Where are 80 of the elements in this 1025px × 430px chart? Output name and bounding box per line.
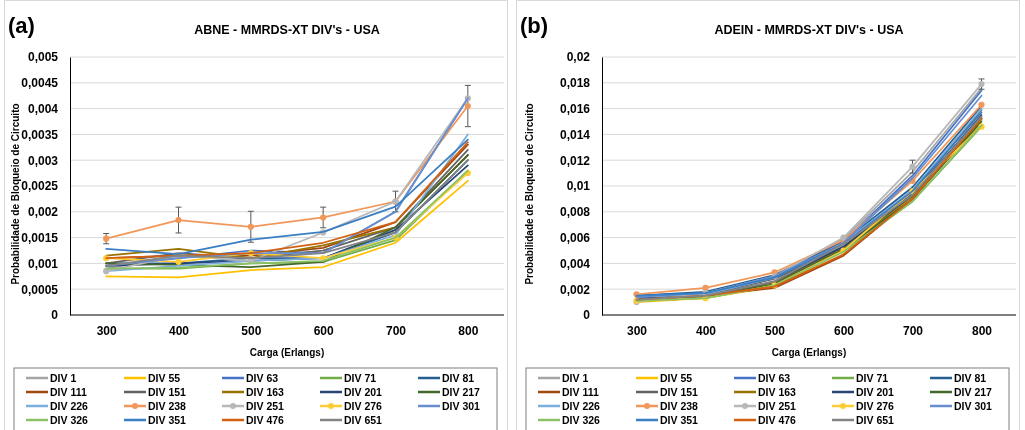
legend-label: DIV 201 [344,386,383,398]
y-tick-label: 0,008 [559,205,591,220]
y-axis-title: Probabilidade de Bloqueio de Circuito [10,103,21,285]
x-tick-label: 500 [764,323,786,338]
legend-label: DIV 226 [50,400,89,412]
y-tick-label: 0,003 [27,153,59,168]
legend-label: DIV 251 [758,400,797,412]
legend-label: DIV 651 [856,414,895,426]
text: (a) [8,13,35,38]
legend-label: DIV 151 [660,386,699,398]
y-axis-title: Probabilidade de Bloqueio de Circuito [524,103,535,285]
legend-label: DIV 276 [344,400,383,412]
legend-label: DIV 63 [758,372,791,384]
y-tick-label: 0 [583,308,591,323]
legend-label: DIV 55 [660,372,693,384]
y-tick-label: 0,0025 [21,179,59,194]
legend-label: DIV 226 [562,400,601,412]
legend-label: DIV 476 [758,414,797,426]
legend-label: DIV 276 [856,400,895,412]
y-tick-label: 0,002 [559,282,591,297]
legend-label: DIV 651 [344,414,383,426]
chart-title: ABNE - MMRDS-XT DIV's - USA [194,23,380,37]
legend-label: DIV 163 [246,386,285,398]
legend-label: DIV 55 [148,372,181,384]
legend-label: DIV 201 [856,386,895,398]
text: (b) [520,13,549,38]
x-tick-label: 400 [168,323,190,338]
legend-label: DIV 351 [660,414,699,426]
y-tick-label: 0,018 [559,76,591,91]
x-tick-label: 400 [695,323,717,338]
x-tick-label: 700 [385,323,407,338]
legend-label: DIV 71 [856,372,889,384]
legend-label: DIV 151 [148,386,187,398]
legend-label: DIV 163 [758,386,797,398]
legend-label: DIV 71 [344,372,377,384]
legend-label: DIV 1 [50,372,77,384]
x-tick-label: 300 [626,323,648,338]
x-tick-label: 800 [971,323,993,338]
legend-label: DIV 1 [562,372,589,384]
legend-label: DIV 326 [562,414,601,426]
x-axis-title: Carga (Erlangs) [249,347,325,358]
legend-label: DIV 111 [562,386,599,398]
y-tick-label: 0,004 [27,101,59,116]
x-tick-label: 800 [458,323,479,338]
y-tick-label: 0,005 [27,50,59,65]
y-tick-label: 0,0005 [21,282,59,297]
x-tick-label: 500 [241,323,262,338]
chart-title: ADEIN - MMRDS-XT DIV's - USA [714,23,904,37]
legend-label: DIV 251 [246,400,285,412]
legend-label: DIV 326 [50,414,89,426]
x-axis-title: Carga (Erlangs) [771,347,847,358]
legend-label: DIV 301 [442,400,481,412]
x-tick-label: 600 [833,323,855,338]
y-tick-label: 0,006 [559,230,591,245]
y-tick-label: 0,004 [559,256,591,271]
y-tick-label: 0,002 [27,205,59,220]
x-tick-label: 700 [902,323,924,338]
x-tick-label: 600 [313,323,334,338]
x-tick-label: 300 [96,323,117,338]
legend-label: DIV 81 [954,372,987,384]
y-tick-label: 0,016 [559,101,591,116]
legend-label: DIV 81 [442,372,475,384]
legend-label: DIV 238 [148,400,187,412]
y-tick-label: 0,0045 [21,76,59,91]
legend-label: DIV 63 [246,372,279,384]
y-tick-label: 0 [51,308,59,323]
legend-label: DIV 217 [954,386,993,398]
y-tick-label: 0,0015 [21,230,59,245]
legend-label: DIV 111 [50,386,87,398]
legend-label: DIV 238 [660,400,699,412]
y-tick-label: 0,0035 [21,127,59,142]
legend-label: DIV 476 [246,414,285,426]
y-tick-label: 0,001 [27,256,59,271]
y-tick-label: 0,012 [559,153,591,168]
y-tick-label: 0,014 [559,127,591,142]
y-tick-label: 0,01 [566,179,591,194]
legend-label: DIV 217 [442,386,481,398]
legend-label: DIV 301 [954,400,993,412]
y-tick-label: 0,02 [566,50,591,65]
legend-label: DIV 351 [148,414,187,426]
